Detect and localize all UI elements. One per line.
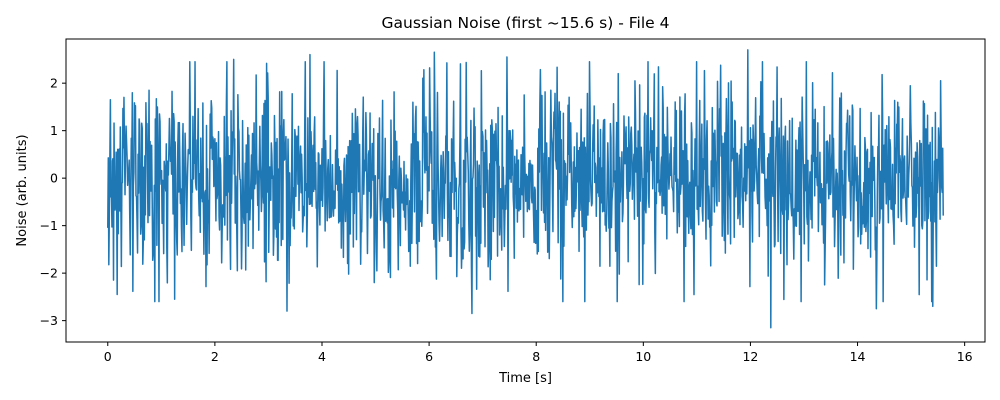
y-tick-label: −1 [40,218,58,233]
y-tick-label: −2 [40,266,58,281]
plot-area [65,38,986,343]
x-axis-ticks: 0 2 4 6 8 10 12 14 16 [104,342,973,364]
y-axis-label: Noise (arb. units) [15,134,30,246]
x-tick-label: 2 [211,349,219,364]
x-axis-label: Time [s] [498,371,552,386]
y-tick-label: 1 [50,123,58,138]
y-tick-label: 2 [50,76,58,91]
y-tick-label: 0 [50,171,58,186]
x-tick-label: 10 [635,349,651,364]
series-line-0 [107,49,944,329]
y-tick-label: −3 [40,313,58,328]
x-tick-label: 14 [850,349,866,364]
x-tick-label: 0 [104,349,112,364]
series-layer [107,49,944,329]
axes-frame [65,38,986,343]
x-tick-label: 8 [532,349,540,364]
y-axis-ticks: −3 −2 −1 0 1 2 [40,76,66,328]
x-tick-label: 16 [957,349,973,364]
x-tick-label: 12 [742,349,758,364]
x-tick-label: 6 [425,349,433,364]
x-tick-label: 4 [318,349,326,364]
chart-title: Gaussian Noise (first ~15.6 s) - File 4 [382,14,670,32]
